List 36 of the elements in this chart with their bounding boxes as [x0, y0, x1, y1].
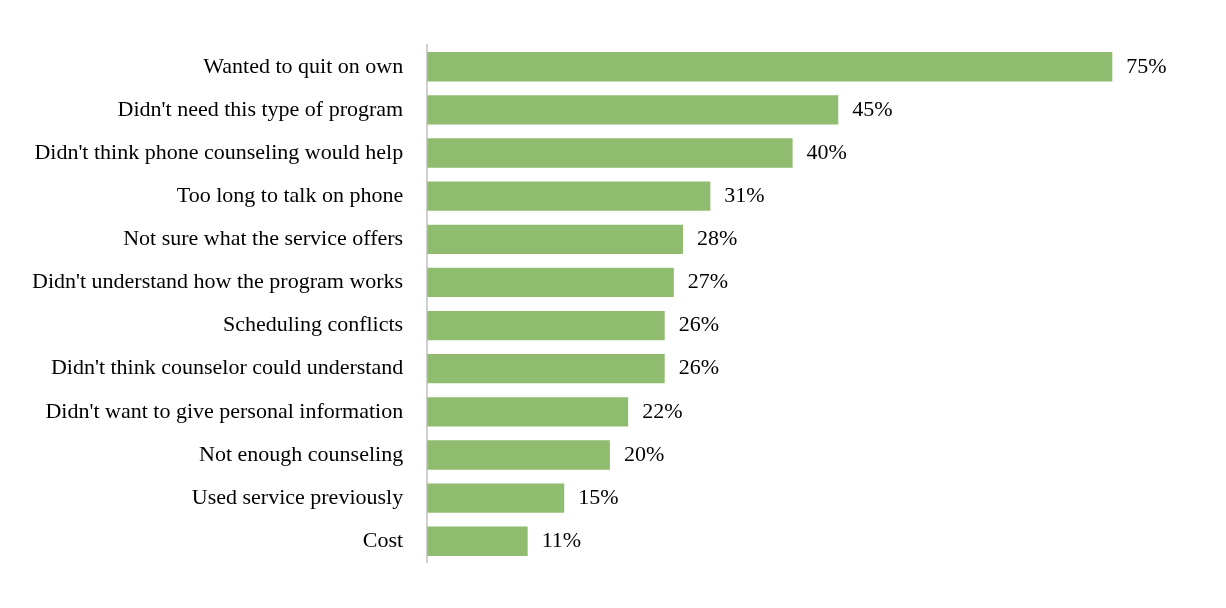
data-label: 45%	[852, 95, 893, 121]
bar	[427, 138, 793, 168]
y-tick-label: Scheduling conflicts	[222, 311, 404, 337]
bar	[427, 267, 674, 298]
y-tick-label: Too long to talk on phone	[176, 181, 404, 207]
bar	[427, 526, 528, 556]
bar	[427, 354, 665, 384]
bar	[427, 224, 683, 254]
data-label: 75%	[1126, 52, 1167, 78]
y-tick-label: Wanted to quit on own	[203, 52, 404, 78]
data-label: 26%	[678, 354, 720, 380]
bar	[427, 397, 629, 427]
data-label: 22%	[642, 397, 683, 423]
data-label: 27%	[687, 268, 729, 294]
data-label: 31%	[724, 181, 765, 207]
y-tick-label: Used service previously	[191, 483, 404, 509]
data-label: 11%	[541, 527, 582, 553]
bar	[427, 483, 565, 513]
y-tick-label: Didn't need this type of program	[117, 95, 404, 121]
bar	[427, 181, 711, 211]
y-tick-label: Cost	[362, 527, 404, 553]
y-tick-label: Not sure what the service offers	[123, 225, 404, 251]
data-label: 28%	[696, 225, 738, 251]
bar	[427, 52, 1113, 82]
bar	[427, 95, 839, 125]
bar	[427, 440, 610, 470]
y-tick-label: Didn't think counselor could understand	[50, 354, 404, 380]
y-tick-label: Didn't think phone counseling would help	[34, 138, 404, 164]
data-label: 15%	[578, 483, 619, 509]
data-label: 20%	[623, 440, 665, 466]
data-label: 40%	[806, 138, 847, 164]
bar	[427, 310, 665, 341]
data-label: 26%	[678, 311, 720, 337]
y-tick-label: Didn't want to give personal information	[45, 397, 404, 423]
y-tick-label: Not enough counseling	[199, 440, 404, 466]
y-tick-label: Didn't understand how the program works	[31, 268, 404, 294]
